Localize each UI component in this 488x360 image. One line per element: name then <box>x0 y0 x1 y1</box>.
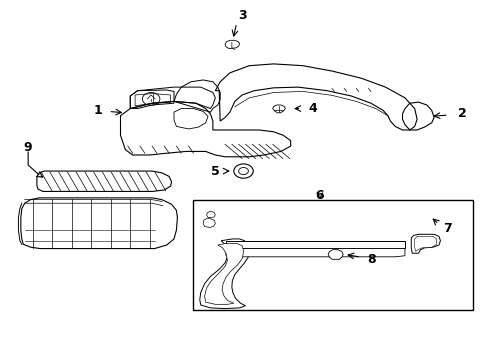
Polygon shape <box>204 244 243 304</box>
Polygon shape <box>225 242 404 248</box>
Text: 3: 3 <box>237 9 246 22</box>
Polygon shape <box>200 239 249 309</box>
Text: 8: 8 <box>367 253 375 266</box>
Polygon shape <box>225 249 404 257</box>
Text: 2: 2 <box>457 107 466 120</box>
Polygon shape <box>203 219 215 228</box>
Polygon shape <box>410 234 440 253</box>
Polygon shape <box>206 211 215 217</box>
Text: 5: 5 <box>210 165 219 177</box>
Text: 6: 6 <box>315 189 324 202</box>
Text: 9: 9 <box>24 141 32 154</box>
Text: 1: 1 <box>93 104 102 117</box>
Text: 4: 4 <box>307 102 316 115</box>
Bar <box>193 200 472 310</box>
Polygon shape <box>414 237 436 251</box>
Text: 7: 7 <box>443 222 451 235</box>
Polygon shape <box>327 249 343 259</box>
